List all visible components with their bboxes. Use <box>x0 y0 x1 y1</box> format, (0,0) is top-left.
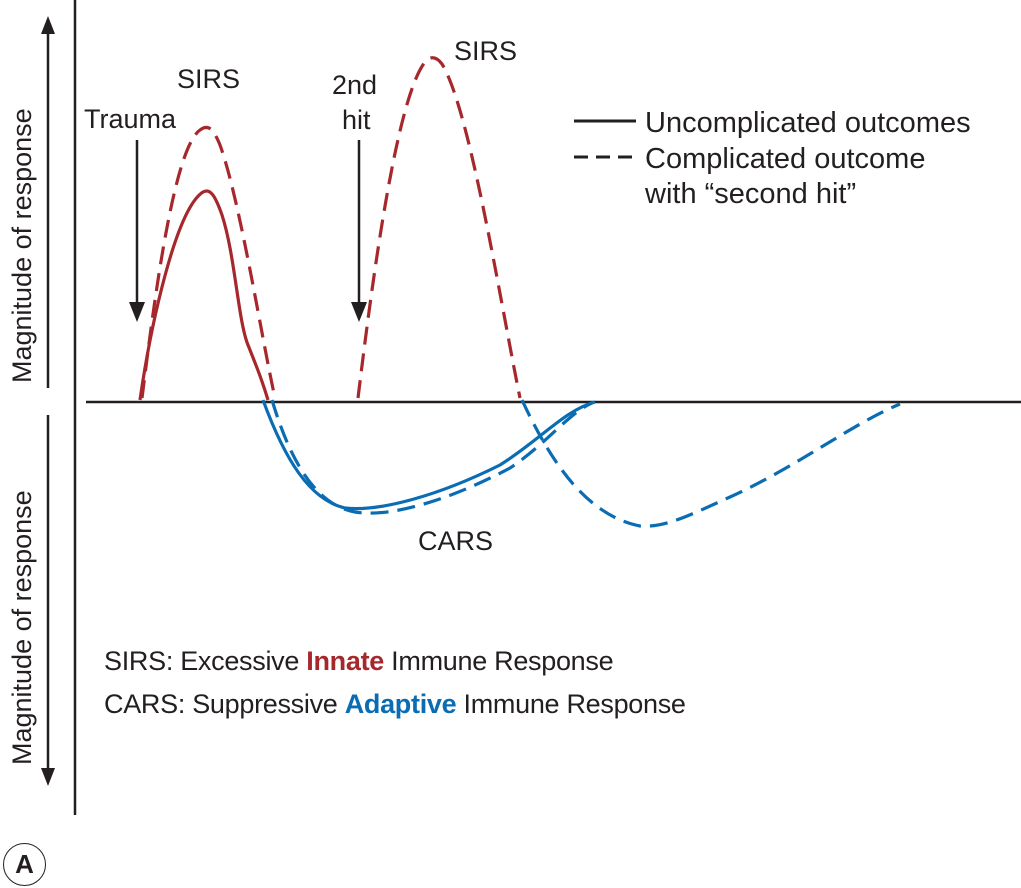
sirs-complicated-curve-2 <box>356 56 522 399</box>
second-hit-arrow-icon <box>351 140 367 322</box>
panel-letter-badge: A <box>3 843 46 886</box>
sirs-complicated-curve-1 <box>140 125 277 399</box>
legend-dashed-label-2: with “second hit” <box>645 178 857 210</box>
trauma-label: Trauma <box>84 104 177 134</box>
up-arrow-icon <box>41 16 55 388</box>
cars-complicated-curve-2 <box>520 399 901 528</box>
cars-caption-prefix: CARS: Suppressive <box>104 689 345 719</box>
legend-solid-label: Uncomplicated outcomes <box>645 107 971 139</box>
sirs-caption-prefix: SIRS: Excessive <box>104 646 307 676</box>
y-axis-label-upper: Magnitude of response <box>7 108 37 383</box>
sirs-caption: SIRS: Excessive Innate Immune Response <box>104 646 614 677</box>
sirs-caption-highlight: Innate <box>306 646 384 676</box>
cars-complicated-curve-1 <box>270 399 593 515</box>
second-hit-label-line2: hit <box>342 105 371 135</box>
trauma-arrow-icon <box>129 140 145 322</box>
sirs-caption-suffix: Immune Response <box>383 646 614 676</box>
cars-caption: CARS: Suppressive Adaptive Immune Respon… <box>104 689 686 720</box>
cars-caption-highlight: Adaptive <box>344 689 457 719</box>
down-arrow-icon <box>41 415 55 786</box>
legend-dashed-label-1: Complicated outcome <box>645 143 926 175</box>
sirs-label-first: SIRS <box>177 64 241 94</box>
sirs-uncomplicated-curve <box>138 189 270 401</box>
second-hit-label-line1: 2nd <box>332 70 378 100</box>
cars-label: CARS <box>418 526 494 556</box>
y-axis-label-lower: Magnitude of response <box>7 490 37 765</box>
sirs-label-second: SIRS <box>454 36 518 66</box>
cars-uncomplicated-curve <box>261 399 596 511</box>
cars-caption-suffix: Immune Response <box>456 689 686 719</box>
